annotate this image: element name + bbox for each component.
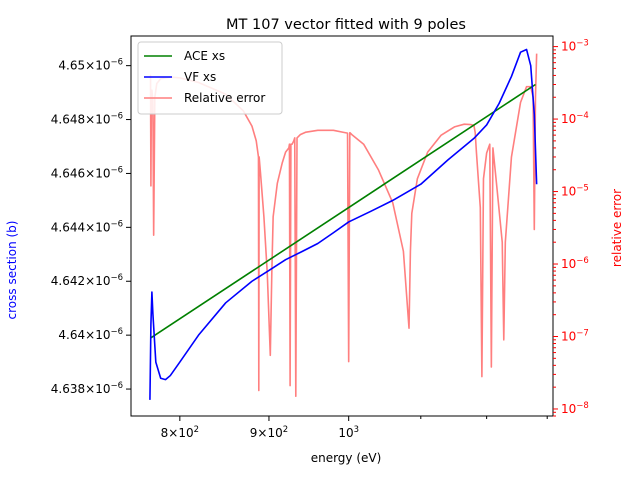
y2-tick-label-3: 10−5: [561, 184, 589, 199]
series-ace-xs: [150, 83, 536, 339]
legend: ACE xs VF xs Relative error: [137, 41, 283, 115]
x-tick-label-0: 8×102: [161, 425, 199, 440]
series-vf-xs: [149, 48, 538, 400]
y2-tick-label-2: 10−6: [561, 256, 589, 271]
y-tick-label-1: 4.64×10−6: [58, 327, 123, 342]
y2-tick-label-4: 10−4: [561, 111, 589, 126]
y2-tick-label-5: 10−3: [561, 39, 589, 54]
legend-label-error: Relative error: [184, 91, 265, 105]
y2-tick-label-0: 10−8: [561, 401, 589, 416]
y2-axis-label: relative error: [610, 189, 624, 267]
plot-frame: [130, 35, 554, 417]
y-axis-label: cross section (b): [5, 221, 19, 320]
y-tick-label-5: 4.648×10−6: [51, 112, 123, 127]
legend-label-vf: VF xs: [184, 70, 216, 84]
x-tick-label-1: 9×102: [250, 425, 288, 440]
y-tick-label-3: 4.644×10−6: [51, 219, 123, 234]
y-tick-label-2: 4.642×10−6: [51, 273, 123, 288]
x-axis-label: energy (eV): [311, 451, 382, 465]
chart-title: MT 107 vector fitted with 9 poles: [226, 17, 466, 33]
legend-label-ace: ACE xs: [184, 49, 225, 63]
y-tick-label-6: 4.65×10−6: [58, 58, 123, 73]
y-tick-label-0: 4.638×10−6: [51, 381, 123, 396]
plot-area: 8×102 9×102 103 4.638×10−6 4.64×10−6 4.642×10…: [51, 35, 589, 440]
y2-tick-label-1: 10−7: [561, 328, 589, 343]
legend-box: [137, 41, 283, 115]
x-tick-label-2: 103: [338, 425, 359, 440]
y-tick-label-4: 4.646×10−6: [51, 165, 123, 180]
